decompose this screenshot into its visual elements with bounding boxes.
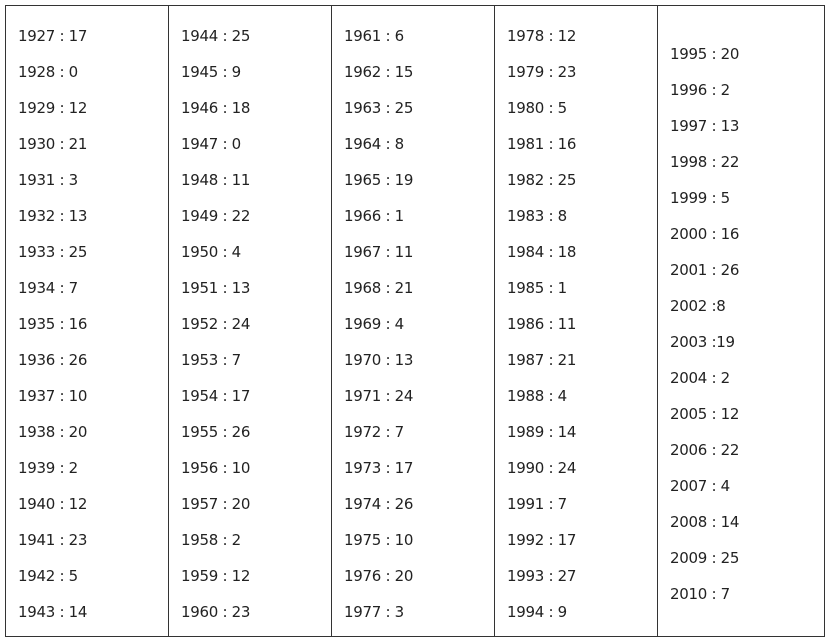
table-cell: 1943 : 14 [18, 603, 88, 621]
table-cell: 2006 : 22 [670, 441, 740, 459]
table-cell: 1928 : 0 [18, 63, 78, 81]
table-cell: 1989 : 14 [507, 423, 577, 441]
table-cell: 1964 : 8 [344, 135, 404, 153]
table-cell: 1993 : 27 [507, 567, 577, 585]
table-cell: 1988 : 4 [507, 387, 567, 405]
table-cell: 2009 : 25 [670, 549, 740, 567]
table-cell: 1946 : 18 [181, 99, 251, 117]
table-cell: 1944 : 25 [181, 27, 251, 45]
table-cell: 1978 : 12 [507, 27, 577, 45]
table-cell: 1940 : 12 [18, 495, 88, 513]
table-cell: 2003 :19 [670, 333, 735, 351]
table-cell: 1931 : 3 [18, 171, 78, 189]
table-cell: 1992 : 17 [507, 531, 577, 549]
table-cell: 1971 : 24 [344, 387, 414, 405]
table-cell: 1965 : 19 [344, 171, 414, 189]
table-cell: 1933 : 25 [18, 243, 88, 261]
table-cell: 1949 : 22 [181, 207, 251, 225]
table-cell: 1929 : 12 [18, 99, 88, 117]
table-cell: 1984 : 18 [507, 243, 577, 261]
table-cell: 1994 : 9 [507, 603, 567, 621]
table-cell: 1991 : 7 [507, 495, 567, 513]
table-cell: 1960 : 23 [181, 603, 251, 621]
table-cell: 1935 : 16 [18, 315, 88, 333]
table-cell: 1995 : 20 [670, 45, 740, 63]
table-cell: 2000 : 16 [670, 225, 740, 243]
table-cell: 1956 : 10 [181, 459, 251, 477]
table-cell: 1954 : 17 [181, 387, 251, 405]
table-cell: 1996 : 2 [670, 81, 730, 99]
table-cell: 2001 : 26 [670, 261, 740, 279]
table-column: 1978 : 12 1979 : 23 1980 : 5 1981 : 16 1982 … [495, 6, 658, 636]
table-cell: 2010 : 7 [670, 585, 730, 603]
table-cell: 1953 : 7 [181, 351, 241, 369]
table-cell: 1975 : 10 [344, 531, 414, 549]
table-cell: 1950 : 4 [181, 243, 241, 261]
table: 1927 : 17 1928 : 0 1929 : 12 1930 : 21 1931 … [5, 5, 825, 637]
table-cell: 1967 : 11 [344, 243, 414, 261]
table-cell: 1979 : 23 [507, 63, 577, 81]
table-cell: 2004 : 2 [670, 369, 730, 387]
table-cell: 1999 : 5 [670, 189, 730, 207]
table-cell: 1987 : 21 [507, 351, 577, 369]
table-cell: 1937 : 10 [18, 387, 88, 405]
table-cell: 1936 : 26 [18, 351, 88, 369]
table-cell: 1981 : 16 [507, 135, 577, 153]
table-cell: 2008 : 14 [670, 513, 740, 531]
table-column: 1927 : 17 1928 : 0 1929 : 12 1930 : 21 1931 … [6, 6, 169, 636]
table-cell: 1941 : 23 [18, 531, 88, 549]
table-cell: 1934 : 7 [18, 279, 78, 297]
table-cell: 1959 : 12 [181, 567, 251, 585]
table-cell: 1998 : 22 [670, 153, 740, 171]
table-cell: 1939 : 2 [18, 459, 78, 477]
table-cell: 1932 : 13 [18, 207, 88, 225]
table-cell: 1951 : 13 [181, 279, 251, 297]
table-cell: 1962 : 15 [344, 63, 414, 81]
table-cell: 2002 :8 [670, 297, 726, 315]
table-cell: 1980 : 5 [507, 99, 567, 117]
table-cell: 1972 : 7 [344, 423, 404, 441]
table-cell: 1948 : 11 [181, 171, 251, 189]
table-cell: 1947 : 0 [181, 135, 241, 153]
table-cell: 1955 : 26 [181, 423, 251, 441]
table-cell: 2005 : 12 [670, 405, 740, 423]
table-cell: 2007 : 4 [670, 477, 730, 495]
table-column: 1995 : 20 1996 : 2 1997 : 13 1998 : 22 1999 … [658, 6, 824, 636]
table-cell: 1977 : 3 [344, 603, 404, 621]
table-cell: 1968 : 21 [344, 279, 414, 297]
table-cell: 1938 : 20 [18, 423, 88, 441]
table-cell: 1997 : 13 [670, 117, 740, 135]
table-cell: 1927 : 17 [18, 27, 88, 45]
table-cell: 1952 : 24 [181, 315, 251, 333]
table-cell: 1963 : 25 [344, 99, 414, 117]
table-cell: 1973 : 17 [344, 459, 414, 477]
table-cell: 1930 : 21 [18, 135, 88, 153]
table-column: 1961 : 6 1962 : 15 1963 : 25 1964 : 8 1965 :… [332, 6, 495, 636]
table-cell: 1945 : 9 [181, 63, 241, 81]
table-cell: 1976 : 20 [344, 567, 414, 585]
table-cell: 1982 : 25 [507, 171, 577, 189]
table-cell: 1970 : 13 [344, 351, 414, 369]
table-cell: 1986 : 11 [507, 315, 577, 333]
table-cell: 1983 : 8 [507, 207, 567, 225]
table-cell: 1974 : 26 [344, 495, 414, 513]
table-cell: 1985 : 1 [507, 279, 567, 297]
table-column: 1944 : 25 1945 : 9 1946 : 18 1947 : 0 1948 :… [169, 6, 332, 636]
table-cell: 1958 : 2 [181, 531, 241, 549]
table-cell: 1966 : 1 [344, 207, 404, 225]
table-cell: 1957 : 20 [181, 495, 251, 513]
table-cell: 1969 : 4 [344, 315, 404, 333]
table-cell: 1990 : 24 [507, 459, 577, 477]
table-cell: 1942 : 5 [18, 567, 78, 585]
table-cell: 1961 : 6 [344, 27, 404, 45]
